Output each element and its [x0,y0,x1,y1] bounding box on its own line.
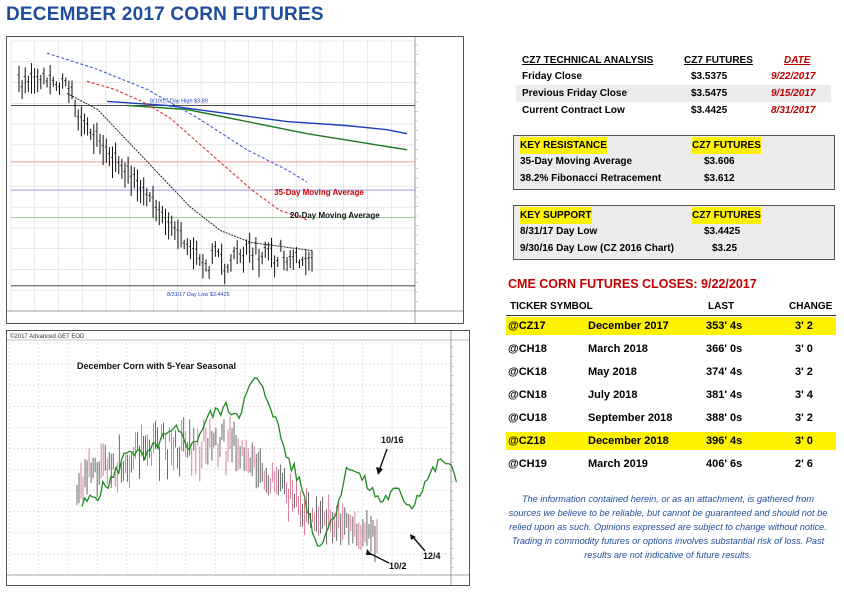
seasonal-chart-svg: ©2017 Advanced GET EOD December Corn with… [7,331,469,585]
tech-row-value: $3.5475 [691,88,728,99]
cme-month: March 2019 [588,458,648,470]
cme-last: 353' 4s [706,320,743,332]
support-header-label: KEY SUPPORT [520,207,592,224]
tech-row-label: Current Contract Low [522,105,625,116]
page-title: DECEMBER 2017 CORN FUTURES [6,4,324,25]
cme-row-cz18: @CZ18 December 2018 396' 4s 3' 0 [506,432,836,450]
chart2-header: ©2017 Advanced GET EOD [10,333,85,340]
day-low-label: 8/31/17 Day Low $3.4425 [167,292,230,298]
resistance-row-value: $3.606 [704,156,735,167]
cme-ticker: @CH19 [508,458,547,470]
cme-change: 3' 2 [795,366,813,378]
resistance-row-label: 35-Day Moving Average [520,156,633,167]
resistance-row-value: $3.612 [704,173,735,184]
chart1-bg [7,37,463,323]
support-row-label: 9/30/16 Day Low (CZ 2016 Chart) [520,243,674,254]
resistance-header-label: KEY RESISTANCE [520,137,607,154]
cme-change: 3' 2 [795,412,813,424]
cme-last: 381' 4s [706,389,743,401]
mark-12-4-arrowhead [410,534,416,540]
tech-header-date: DATE [784,55,811,66]
ma-20-day [66,92,313,252]
mark-10-2-label: 10/2 [389,561,407,571]
cme-closes-title: CME CORN FUTURES CLOSES: 9/22/2017 [508,277,757,291]
cme-ticker: @CH18 [508,343,547,355]
cme-row-cu18: @CU18 September 2018 388' 0s 3' 2 [506,409,836,427]
seasonal-chart: ©2017 Advanced GET EOD December Corn with… [6,330,470,586]
cme-month: May 2018 [588,366,637,378]
support-row-value: $3.25 [712,243,738,254]
cme-ticker: @CN18 [508,389,547,401]
cme-change: 3' 0 [795,343,813,355]
tech-row-label: Friday Close [522,71,583,82]
cme-row-cz17: @CZ17 December 2017 353' 4s 3' 2 [506,317,836,335]
support-row-label: 8/31/17 Day Low [520,226,598,237]
cme-closes-table: TICKER SYMBOL LAST CHANGE @CZ17 December … [506,298,836,470]
ma-35-label: 35-Day Moving Average [274,188,364,197]
cme-last: 406' 6s [706,458,743,470]
cme-month: July 2018 [588,389,638,401]
mark-10-16-label: 10/16 [381,435,404,445]
key-resistance-box: KEY RESISTANCE CZ7 FUTURES 35-Day Moving… [513,135,835,190]
cme-month: September 2018 [588,412,673,424]
cme-ticker: @CZ18 [508,435,546,447]
tech-header-label: CZ7 TECHNICAL ANALYSIS [522,55,654,66]
tech-row-date: 8/31/2017 [771,105,816,116]
ma-long-blue [106,100,408,135]
tech-row-label: Previous Friday Close [522,88,628,99]
mark-10-2-arrow [368,552,390,564]
support-row-value: $3.4425 [704,226,741,237]
day-high-label: 8/10/17 Day High $3.89 [150,98,208,104]
cme-month: December 2018 [588,435,669,447]
cme-row-ch19: @CH19 March 2019 406' 6s 2' 6 [506,455,836,473]
support-header-futures: CZ7 FUTURES [692,207,761,224]
cme-last: 366' 0s [706,343,743,355]
disclaimer-text: The information contained herein, or as … [508,494,828,560]
mark-10-16-arrowhead [376,467,383,475]
cme-header-change: CHANGE [789,301,833,312]
key-support-box: KEY SUPPORT CZ7 FUTURES 8/31/17 Day Low … [513,205,835,260]
cme-change: 3' 2 [795,320,813,332]
resistance-row-label: 38.2% Fibonacci Retracement [520,173,662,184]
seasonal-chart-label: December Corn with 5-Year Seasonal [77,361,236,371]
cme-change: 3' 0 [795,435,813,447]
cme-ticker: @CU18 [508,412,547,424]
cme-last: 388' 0s [706,412,743,424]
tech-row-date: 9/15/2017 [771,88,816,99]
tech-header-futures: CZ7 FUTURES [684,55,753,66]
cme-change: 2' 6 [795,458,813,470]
daily-price-chart: 8/10/17 Day High $3.89 35-Day Moving Aver… [6,36,464,324]
tech-row-value: $3.4425 [691,105,728,116]
ma-20-label: 20-Day Moving Average [290,211,380,220]
cme-header-last: LAST [708,301,735,312]
ma-mid-blue-dashed [46,52,308,183]
ma-35-day [86,80,308,221]
cme-header-ticker: TICKER SYMBOL [510,301,593,312]
cme-ticker: @CK18 [508,366,547,378]
mark-12-4-label: 12/4 [423,551,441,561]
cme-last: 374' 4s [706,366,743,378]
cme-row-cn18: @CN18 July 2018 381' 4s 3' 4 [506,386,836,404]
cme-month: December 2017 [588,320,669,332]
seasonal-line [81,377,458,547]
tech-row-value: $3.5375 [691,71,728,82]
technical-analysis-table: CZ7 TECHNICAL ANALYSIS CZ7 FUTURES DATE … [516,52,831,118]
mark-10-2-arrowhead [366,549,372,555]
cme-month: March 2018 [588,343,648,355]
cme-last: 396' 4s [706,435,743,447]
cme-row-ch18: @CH18 March 2018 366' 0s 3' 0 [506,340,836,358]
cme-row-ck18: @CK18 May 2018 374' 4s 3' 2 [506,363,836,381]
ma-long-green [126,104,408,151]
mark-12-4-arrow [412,536,426,552]
cme-ticker: @CZ17 [508,320,546,332]
resistance-header-futures: CZ7 FUTURES [692,137,761,154]
daily-price-chart-svg: 8/10/17 Day High $3.89 35-Day Moving Aver… [7,37,463,323]
cme-change: 3' 4 [795,389,813,401]
mark-10-16-arrow [378,448,388,472]
tech-row-date: 9/22/2017 [771,71,816,82]
